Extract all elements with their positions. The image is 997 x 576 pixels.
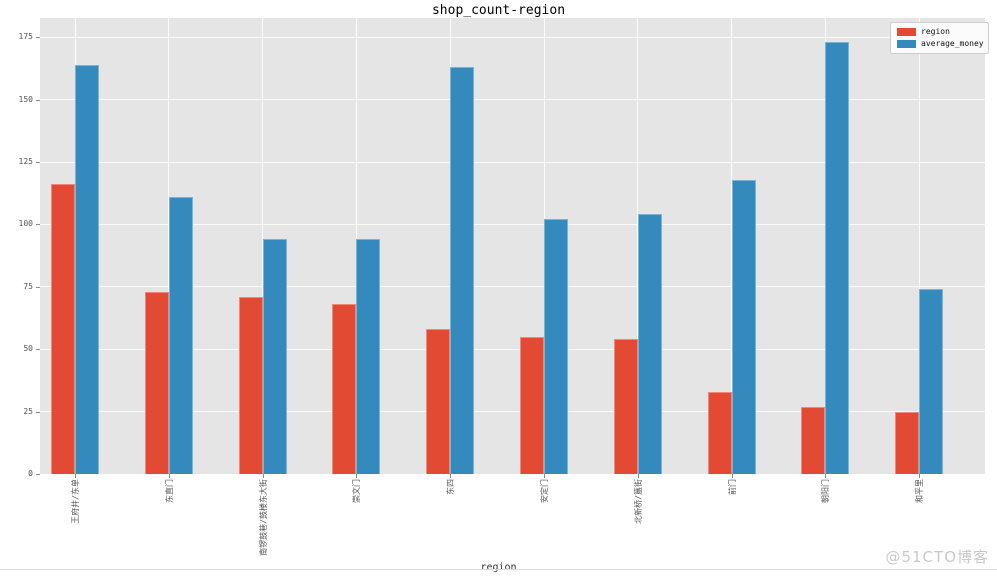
bar-region (707, 391, 732, 474)
y-tick-label: 100 (18, 219, 33, 229)
x-tick-label: 前门 (727, 479, 737, 495)
x-tick-mark (731, 474, 733, 478)
x-tick-label: 和平里 (915, 479, 925, 503)
y-tick-label: 25 (23, 406, 33, 416)
bar-region (238, 296, 263, 474)
x-tick-label: 东四 (446, 479, 456, 495)
bar-average_money (544, 219, 568, 474)
bar-region (895, 411, 920, 474)
x-tick-label: 崇文门 (352, 479, 362, 503)
bar-region (520, 336, 544, 474)
x-tick-mark (450, 474, 452, 478)
bar-average_money (919, 289, 944, 474)
gridline-horizontal (40, 36, 985, 38)
x-tick-label: 北新桥/簋街 (633, 479, 643, 524)
x-tick-mark (544, 474, 545, 478)
x-tick-label: 东直门 (164, 479, 174, 503)
x-tick-mark (637, 474, 639, 478)
x-tick-mark (356, 474, 358, 478)
bar-average_money (262, 239, 287, 474)
chart-title: shop_count-region (431, 3, 566, 18)
gridline-horizontal (40, 223, 985, 225)
x-tick-mark (919, 474, 921, 478)
x-tick-mark (262, 474, 264, 478)
bar-region (613, 339, 638, 474)
bar-average_money (825, 42, 850, 474)
gridline-horizontal (40, 411, 985, 413)
bar-average_money (450, 67, 475, 474)
y-tick-label: 50 (23, 344, 33, 354)
y-tick-mark (36, 99, 40, 101)
x-tick-label: 南锣鼓巷/鼓楼东大街 (258, 479, 268, 556)
bar-average_money (168, 196, 193, 474)
y-tick-label: 125 (18, 157, 33, 166)
legend-item-average-money: average_money (897, 39, 984, 49)
bar-region (801, 406, 826, 474)
gridline-horizontal (40, 286, 985, 288)
legend-label-average-money: average_money (921, 39, 984, 48)
bar-average_money (356, 239, 381, 474)
y-tick-mark (36, 474, 40, 475)
bar-region (51, 184, 75, 474)
bar-region (332, 304, 357, 474)
gridline-horizontal (40, 99, 985, 101)
legend: region average_money (890, 22, 989, 54)
y-tick-mark (36, 286, 40, 288)
y-tick-mark (36, 411, 40, 413)
x-tick-mark (825, 474, 827, 478)
gridline-vertical (918, 18, 920, 474)
y-tick-label: 75 (23, 281, 33, 291)
y-tick-mark (36, 37, 40, 39)
legend-swatch-region (897, 28, 916, 36)
gridline-horizontal (40, 161, 985, 163)
x-tick-label: 王府井/东单 (71, 479, 80, 524)
page-divider (0, 569, 997, 570)
bar-average_money (75, 64, 99, 474)
bar-average_money (637, 214, 662, 474)
y-tick-mark (36, 224, 40, 226)
x-tick-mark (168, 474, 170, 478)
legend-item-region: region (897, 27, 982, 37)
y-tick-label: 175 (18, 32, 33, 42)
legend-label-region: region (921, 27, 950, 36)
bar-region (144, 291, 169, 474)
legend-swatch-average-money (897, 40, 916, 48)
gridline-horizontal (40, 473, 985, 475)
y-tick-mark (36, 349, 40, 351)
y-tick-label: 0 (28, 469, 33, 478)
bar-region (426, 329, 451, 474)
y-tick-mark (36, 162, 40, 163)
x-tick-label: 朝阳门 (821, 479, 831, 503)
y-tick-label: 150 (18, 94, 33, 104)
gridline-horizontal (40, 348, 985, 350)
watermark: @51CTO博客 (885, 548, 989, 566)
x-tick-mark (75, 474, 76, 478)
plot-area (40, 18, 985, 475)
bar-average_money (731, 179, 756, 474)
x-tick-label: 安定门 (540, 479, 549, 503)
x-axis-label: region (480, 562, 517, 573)
